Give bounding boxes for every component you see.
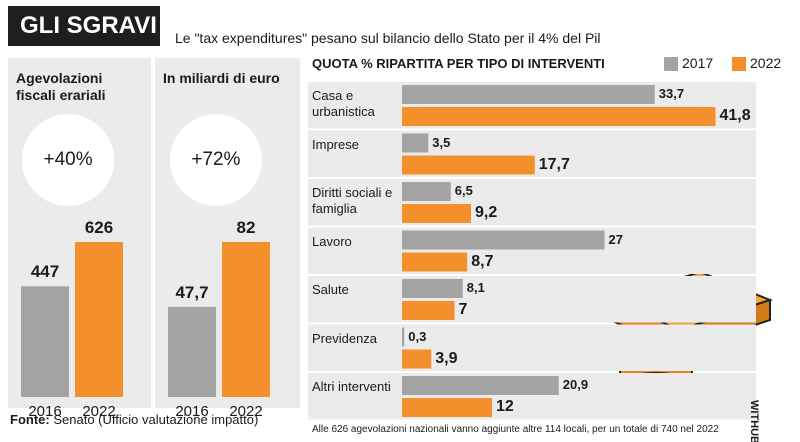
x-tick-label: 2016 [175, 403, 209, 420]
value-label: 447 [30, 262, 60, 282]
bar [402, 85, 655, 104]
title-box [8, 6, 160, 46]
value-label: 27 [608, 231, 623, 247]
chart-title: In miliardi di euro [163, 70, 280, 86]
x-tick-label: 2016 [28, 403, 62, 420]
category-label: Salute [312, 282, 349, 297]
bar [402, 376, 559, 395]
bar [402, 107, 716, 126]
source-label: Fonte: [10, 412, 50, 427]
value-label: 6,5 [454, 183, 473, 198]
bar [402, 349, 432, 369]
value-label: 3,5 [432, 134, 451, 150]
value-label: 9,2 [475, 204, 498, 221]
bar [402, 204, 471, 223]
row-background [308, 276, 756, 323]
bar [21, 286, 69, 397]
value-label: 7 [458, 301, 468, 318]
legend-label: 2017 [682, 55, 714, 71]
legend-swatch [732, 57, 746, 71]
chart-title: QUOTA % RIPARTITA PER TIPO DI INTERVENTI [312, 56, 605, 71]
annotation-circle [169, 114, 262, 206]
credit: WITHUB [748, 400, 760, 442]
bar [402, 398, 492, 417]
category-label: Imprese [312, 136, 359, 152]
source: Fonte: Senato (Ufficio valutazione impat… [10, 412, 258, 427]
value-label: 3,9 [435, 349, 458, 367]
category-label: Casa e urbanistica [312, 88, 375, 119]
x-tick-label: 2022 [82, 403, 116, 420]
value-label: 33,7 [658, 86, 685, 101]
row-background [308, 324, 756, 371]
value-label: 41,8 [719, 107, 751, 124]
value-label: 626 [84, 218, 114, 237]
annotation: +40% [43, 149, 93, 170]
page-title: GLI SGRAVI [20, 12, 157, 39]
value-label: 17,7 [538, 155, 570, 173]
bar [402, 252, 468, 272]
legend-swatch [664, 57, 678, 71]
bar [402, 301, 455, 320]
note: Alle 626 agevolazioni nazionali vanno ag… [312, 424, 719, 435]
value-label: 8,1 [466, 280, 485, 295]
value-label: 8,7 [471, 252, 494, 270]
value-label: 12 [496, 398, 514, 415]
value-label: 47,7 [175, 282, 209, 302]
legend-label: 2022 [750, 55, 782, 71]
bar [402, 182, 451, 201]
bar [222, 242, 270, 397]
bar [168, 306, 216, 397]
category-label: Diritti sociali e famiglia [312, 185, 393, 216]
source-text: Senato (Ufficio valutazione impatto) [53, 412, 259, 427]
x-tick-label: 2022 [229, 403, 263, 420]
annotation-circle [22, 114, 115, 206]
row-background [308, 179, 756, 226]
bar [75, 242, 123, 397]
category-label: Altri interventi [312, 379, 391, 394]
category-label: Lavoro [312, 233, 352, 249]
bar [402, 230, 605, 250]
value-label: 0,3 [408, 328, 427, 344]
bar [402, 327, 405, 347]
bar [402, 279, 463, 298]
value-label: 20,9 [562, 377, 589, 392]
bar [402, 155, 535, 175]
subtitle: Le "tax expenditures" pesano sul bilanci… [175, 30, 601, 46]
annotation: +72% [191, 149, 241, 170]
bar [402, 133, 429, 153]
chart-title: Agevolazioni fiscali erariali [16, 70, 106, 103]
category-label: Previdenza [312, 330, 378, 346]
value-label: 82 [236, 218, 256, 237]
